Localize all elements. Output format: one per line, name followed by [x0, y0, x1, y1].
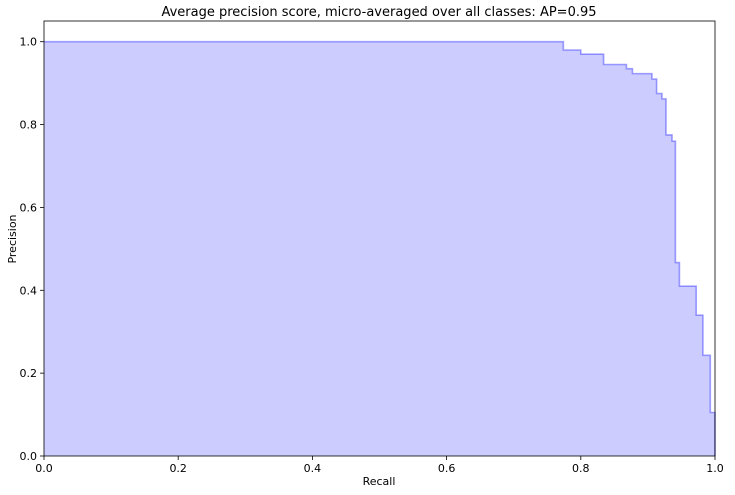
y-axis-label: Precision [6, 214, 19, 263]
y-tick-label: 0.8 [20, 119, 38, 132]
y-tick-label: 1.0 [20, 36, 38, 49]
y-tick-label: 0.0 [20, 450, 38, 463]
y-tick-label: 0.6 [20, 201, 38, 214]
plot-frame [43, 20, 716, 457]
x-tick-label: 0.2 [169, 462, 187, 475]
precision-recall-step-line [44, 40, 716, 456]
y-axis-ticks: 0.0 0.2 0.4 0.6 0.8 1.0 [20, 36, 44, 463]
x-tick-label: 1.0 [706, 462, 724, 475]
x-axis-ticks: 0.0 0.2 0.4 0.6 0.8 1.0 [35, 456, 724, 475]
x-axis-label: Recall [363, 475, 396, 488]
x-tick-label: 0.4 [304, 462, 322, 475]
x-tick-label: 0.0 [35, 462, 53, 475]
chart-title: Average precision score, micro-averaged … [161, 5, 596, 20]
precision-recall-area [44, 41, 715, 456]
x-tick-label: 0.6 [438, 462, 456, 475]
x-tick-label: 0.8 [572, 462, 590, 475]
y-tick-label: 0.4 [20, 284, 38, 297]
plot-area [44, 40, 716, 456]
y-tick-label: 0.2 [20, 367, 38, 380]
